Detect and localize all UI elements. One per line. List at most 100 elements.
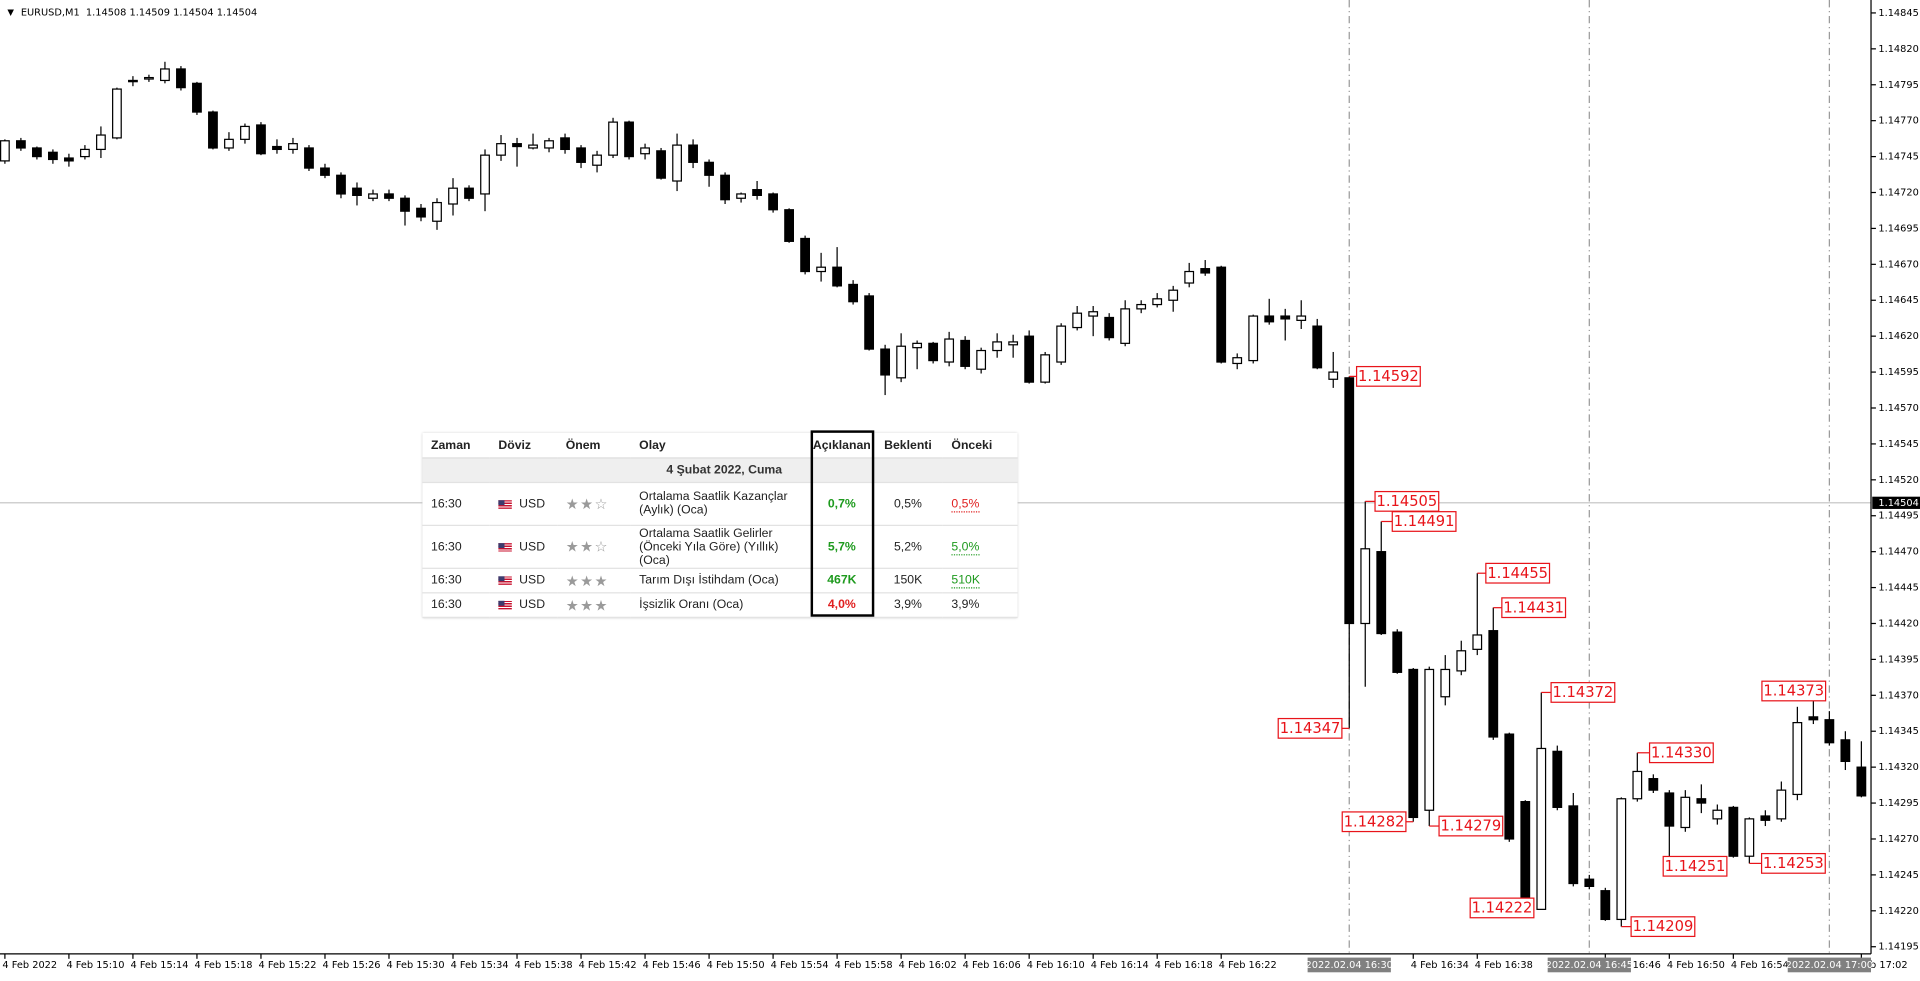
- importance-star: ★: [580, 495, 593, 512]
- annotation-label: 1.14431: [1503, 599, 1564, 616]
- header[interactable]: Önceki: [943, 433, 1018, 458]
- y-tick-label: 1.14270: [1878, 834, 1918, 845]
- previous-value: 5,0%: [951, 540, 979, 555]
- candle-body: [961, 340, 970, 366]
- y-tick-label: 1.14320: [1878, 762, 1918, 773]
- candle-body: [737, 194, 746, 198]
- importance-star: ★: [580, 572, 593, 589]
- candle-body: [289, 144, 298, 150]
- candle-body: [705, 162, 714, 175]
- x-tick-label: 4 Feb 16:22: [1219, 960, 1277, 971]
- candle-body: [401, 198, 410, 211]
- candle-body: [769, 194, 778, 210]
- y-tick-label: 1.14645: [1878, 295, 1918, 306]
- previous-cell: 510K: [943, 568, 1018, 593]
- forecast-cell: 0,5%: [873, 482, 943, 525]
- event-row[interactable]: 16:30 USD ★★☆ Ortalama Saatlik Gelirler (Ön…: [422, 525, 1017, 568]
- candle-body: [1265, 316, 1274, 322]
- x-tick-label: 4 Feb 16:06: [963, 960, 1021, 971]
- event-cell: Tarım Dışı İstihdam (Oca): [631, 568, 811, 593]
- x-tick-label: 4 Feb 15:46: [643, 960, 701, 971]
- x-tick-label: 4 Feb 15:22: [259, 960, 317, 971]
- candle-body: [1377, 552, 1386, 634]
- candle-body: [465, 188, 474, 198]
- x-tick-label: 4 Feb 16:34: [1411, 960, 1469, 971]
- candle-body: [1329, 372, 1338, 379]
- actual-cell: 4,0%: [811, 593, 873, 618]
- date-row: 4 Şubat 2022, Cuma: [422, 458, 1017, 483]
- candle-body: [433, 203, 442, 222]
- candle-body: [449, 188, 458, 204]
- header[interactable]: Açıklanan: [811, 433, 873, 458]
- header[interactable]: Zaman: [422, 433, 489, 458]
- candle-body: [1681, 797, 1690, 827]
- candle-body: [1025, 336, 1034, 382]
- importance-star: ☆: [595, 538, 608, 555]
- forecast-cell: 3,9%: [873, 593, 943, 618]
- candle-body: [1617, 799, 1626, 920]
- candle-body: [593, 155, 602, 165]
- candle-body: [1361, 549, 1370, 624]
- x-tick-label: 4 Feb 15:54: [771, 960, 829, 971]
- candle-body: [545, 141, 554, 148]
- time-cell: 16:30: [422, 482, 489, 525]
- candle-body: [1297, 316, 1306, 320]
- candle-body: [897, 346, 906, 378]
- header[interactable]: Döviz: [490, 433, 557, 458]
- candle-body: [273, 147, 282, 150]
- event-row[interactable]: 16:30 USD ★★★ İşsizlik Oranı (Oca) 4,0% 3,9% 3…: [422, 593, 1017, 618]
- candle-body: [1073, 313, 1082, 327]
- candle-body: [369, 194, 378, 198]
- importance-star: ★: [595, 572, 608, 589]
- x-tick-label: 4 Feb 16:02: [899, 960, 957, 971]
- candle-body: [161, 69, 170, 80]
- candle-body: [1009, 342, 1018, 345]
- y-tick-label: 1.14545: [1878, 439, 1918, 450]
- currency-cell: USD: [490, 482, 557, 525]
- candle-body: [1761, 816, 1770, 820]
- importance-star: ★: [566, 538, 579, 555]
- candle-body: [1217, 267, 1226, 362]
- previous-cell: 0,5%: [943, 482, 1018, 525]
- importance-cell: ★★★: [557, 568, 630, 593]
- header-row: Zaman Döviz Önem Olay Açıklanan Beklenti…: [422, 433, 1017, 458]
- candle-body: [1793, 723, 1802, 795]
- x-tick-label: 4 Feb 15:30: [387, 960, 445, 971]
- page: {"chart_data": {"type": "candlestick", "…: [0, 0, 1920, 976]
- candle-body: [81, 149, 90, 156]
- candle-body: [1505, 734, 1514, 839]
- x-tick-label: 4 Feb 15:26: [323, 960, 381, 971]
- currency-cell: USD: [490, 525, 557, 568]
- annotation-label: 1.14330: [1651, 744, 1712, 761]
- importance-cell: ★★★: [557, 593, 630, 618]
- importance-star: ★: [566, 495, 579, 512]
- candle-body: [17, 141, 26, 148]
- currency: USD: [519, 598, 545, 611]
- candle-body: [529, 145, 538, 148]
- candle-body: [1809, 717, 1818, 720]
- candle-body: [305, 148, 314, 168]
- candle-body: [1553, 751, 1562, 807]
- candle-body: [641, 148, 650, 154]
- event-row[interactable]: 16:30 USD ★★★ Tarım Dışı İstihdam (Oca) 467K…: [422, 568, 1017, 593]
- y-tick-label: 1.14470: [1878, 547, 1918, 558]
- header[interactable]: Beklenti: [873, 433, 943, 458]
- candle-body: [65, 158, 74, 161]
- menu-arrow[interactable]: ▼: [7, 8, 14, 18]
- header[interactable]: Önem: [557, 433, 630, 458]
- annotation-label: 1.14253: [1763, 855, 1824, 872]
- candle-body: [1, 141, 10, 161]
- event-row[interactable]: 16:30 USD ★★☆ Ortalama Saatlik Kazançlar (A…: [422, 482, 1017, 525]
- x-tick-label: 4 Feb 15:38: [515, 960, 573, 971]
- previous-value: 3,9%: [951, 598, 979, 611]
- importance-star: ★: [580, 596, 593, 613]
- candle-body: [337, 175, 346, 194]
- candle-body: [561, 138, 570, 149]
- y-tick-label: 1.14345: [1878, 726, 1918, 737]
- candle-body: [1745, 819, 1754, 856]
- header[interactable]: Olay: [631, 433, 811, 458]
- currency-cell: USD: [490, 593, 557, 618]
- y-tick-label: 1.14245: [1878, 870, 1918, 881]
- candle-body: [625, 122, 634, 156]
- importance-star: ★: [580, 538, 593, 555]
